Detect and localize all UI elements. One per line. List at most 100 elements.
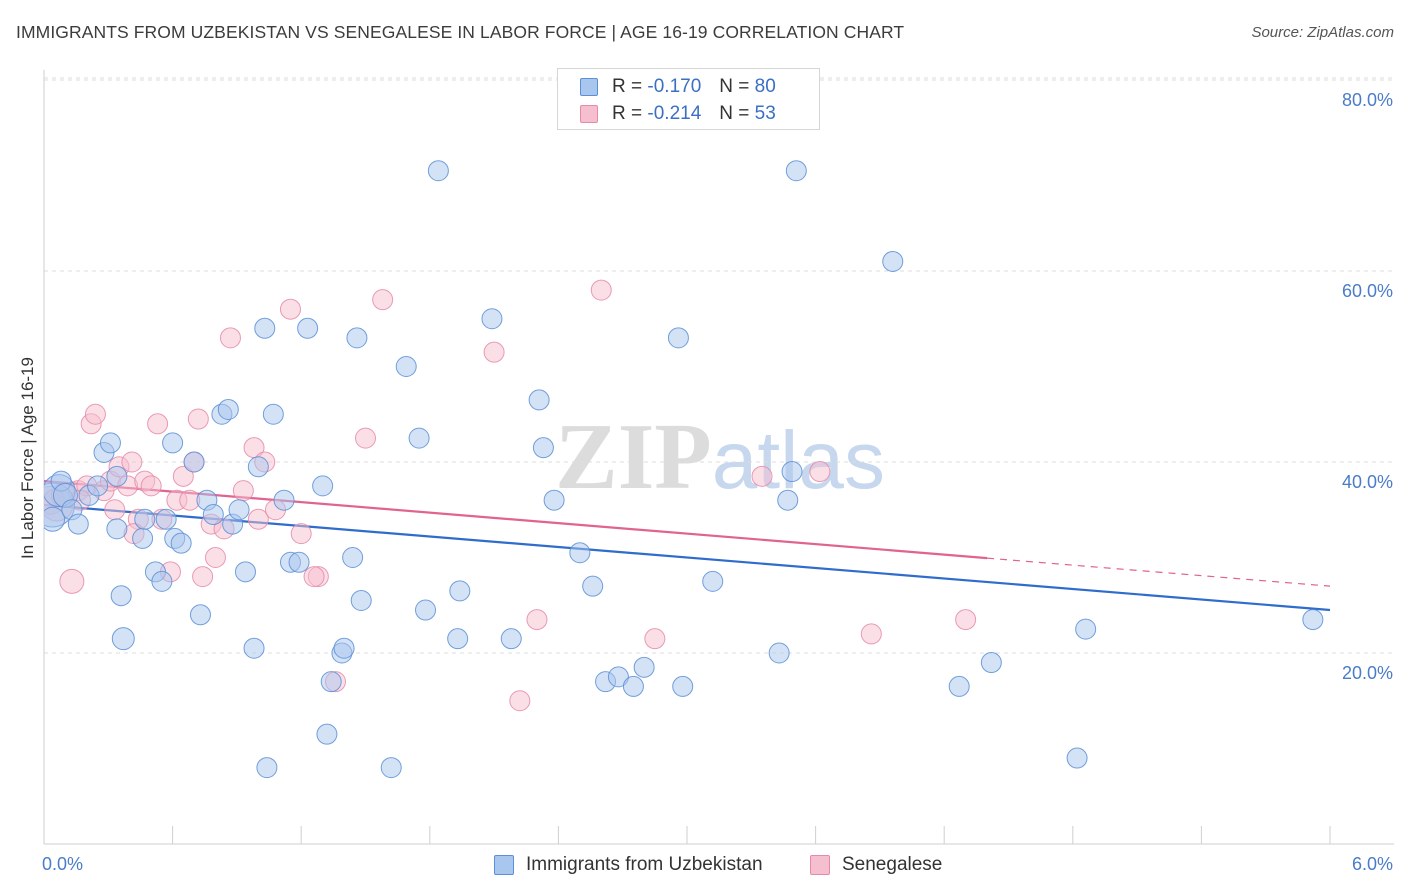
point-uzbekistan — [162, 432, 184, 454]
point-senegalese — [809, 461, 831, 483]
legend-r-value: -0.170 — [647, 76, 702, 97]
point-uzbekistan — [980, 652, 1002, 674]
point-uzbekistan — [110, 585, 132, 607]
point-senegalese — [483, 341, 505, 363]
legend-row-uzbekistan: R = -0.170 N = 80 — [580, 75, 776, 99]
point-uzbekistan — [316, 723, 338, 745]
point-uzbekistan — [243, 637, 265, 659]
point-uzbekistan — [481, 308, 503, 330]
point-uzbekistan — [170, 532, 192, 554]
legend-r-label: R = — [612, 76, 643, 97]
point-uzbekistan — [106, 518, 128, 540]
point-uzbekistan — [155, 508, 177, 530]
point-uzbekistan — [543, 489, 565, 511]
point-senegalese — [172, 465, 194, 487]
bottom-legend-label: Immigrants from Uzbekistan — [526, 854, 763, 875]
point-senegalese — [59, 568, 85, 594]
point-uzbekistan — [500, 628, 522, 650]
point-senegalese — [860, 623, 882, 645]
point-uzbekistan — [781, 461, 803, 483]
point-uzbekistan — [415, 599, 437, 621]
point-uzbekistan — [346, 327, 368, 349]
legend-r-value: -0.214 — [647, 103, 702, 124]
point-senegalese — [955, 609, 977, 631]
point-senegalese — [204, 547, 226, 568]
point-uzbekistan — [342, 547, 364, 568]
point-senegalese — [140, 475, 162, 497]
point-senegalese — [526, 609, 548, 631]
point-uzbekistan — [228, 499, 250, 521]
point-uzbekistan — [350, 589, 372, 611]
y-tick-label: 20.0% — [1342, 663, 1393, 683]
point-senegalese — [290, 523, 312, 545]
point-uzbekistan — [582, 575, 604, 597]
tick-labels: 20.0% 40.0% 60.0% 80.0% 0.0% 6.0% — [42, 90, 1393, 874]
point-senegalese — [232, 480, 254, 502]
point-senegalese — [303, 566, 325, 588]
point-uzbekistan — [622, 675, 644, 697]
x-tick-label-min: 0.0% — [42, 854, 83, 874]
point-uzbekistan — [672, 675, 694, 697]
point-uzbekistan — [882, 250, 904, 272]
point-uzbekistan — [768, 642, 790, 664]
point-senegalese — [509, 690, 531, 712]
legend-swatch-pink — [580, 105, 598, 123]
point-uzbekistan — [202, 504, 224, 526]
point-uzbekistan — [288, 551, 310, 573]
point-uzbekistan — [702, 570, 724, 592]
point-uzbekistan — [106, 465, 128, 487]
bottom-legend-senegalese: Senegalese — [810, 852, 942, 878]
x-tick-label-max: 6.0% — [1352, 854, 1393, 874]
point-uzbekistan — [151, 570, 173, 592]
point-uzbekistan — [297, 317, 319, 339]
point-uzbekistan — [1075, 618, 1097, 640]
point-senegalese — [84, 403, 106, 425]
bottom-legend-uzbekistan: Immigrants from Uzbekistan — [494, 852, 763, 878]
bottom-legend-swatch-blue — [494, 855, 514, 875]
point-uzbekistan — [1302, 609, 1324, 631]
point-uzbekistan — [447, 628, 469, 650]
point-uzbekistan — [312, 475, 334, 497]
point-uzbekistan — [189, 604, 211, 626]
point-uzbekistan — [633, 656, 655, 678]
y-tick-label: 80.0% — [1342, 90, 1393, 110]
point-uzbekistan — [67, 513, 89, 535]
point-uzbekistan — [44, 506, 66, 532]
point-uzbekistan — [395, 356, 417, 377]
point-uzbekistan — [532, 437, 554, 459]
source-credit: Source: ZipAtlas.com — [1251, 24, 1394, 41]
point-uzbekistan — [333, 637, 355, 659]
point-senegalese — [279, 298, 301, 320]
point-senegalese — [355, 427, 376, 449]
point-senegalese — [187, 408, 209, 430]
point-uzbekistan — [111, 627, 135, 651]
point-uzbekistan — [247, 456, 269, 478]
point-uzbekistan — [449, 580, 471, 602]
legend-swatch-blue — [580, 78, 598, 96]
point-senegalese — [147, 413, 169, 435]
point-senegalese — [104, 499, 126, 521]
point-uzbekistan — [427, 160, 449, 182]
y-tick-label: 40.0% — [1342, 472, 1393, 492]
point-uzbekistan — [87, 475, 109, 497]
point-uzbekistan — [262, 403, 284, 425]
legend-n-label: N = — [719, 76, 750, 97]
point-uzbekistan — [254, 317, 276, 339]
point-uzbekistan — [408, 427, 430, 449]
point-uzbekistan — [569, 542, 591, 564]
point-senegalese — [372, 289, 394, 311]
bottom-legend-swatch-pink — [810, 855, 830, 875]
y-tick-label: 60.0% — [1342, 281, 1393, 301]
data-points — [44, 160, 1324, 779]
legend-n-value: 80 — [754, 76, 776, 97]
point-uzbekistan — [256, 757, 278, 779]
point-uzbekistan — [667, 327, 689, 349]
point-uzbekistan — [607, 666, 629, 688]
point-uzbekistan — [777, 489, 799, 511]
point-uzbekistan — [1066, 747, 1088, 769]
point-uzbekistan — [528, 389, 550, 411]
chart-title: IMMIGRANTS FROM UZBEKISTAN VS SENEGALESE… — [16, 22, 905, 42]
point-senegalese — [247, 508, 269, 530]
point-uzbekistan — [320, 671, 342, 693]
